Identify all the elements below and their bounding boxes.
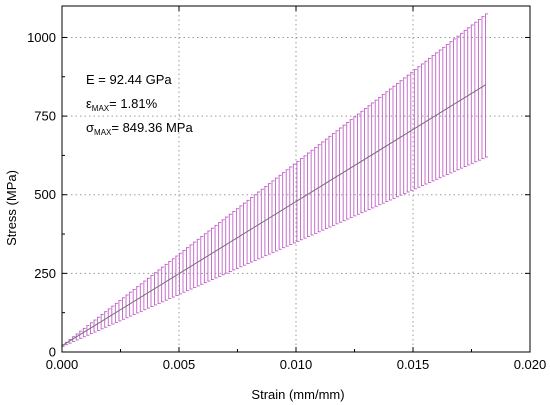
- annotation-stress-sub: MAX: [94, 128, 112, 137]
- annotation-strain-max: εMAX= 1.81%: [86, 96, 158, 113]
- annotation-stress-symbol: σ: [86, 120, 94, 135]
- x-tick-label: 0.000: [46, 357, 79, 372]
- x-axis-title: Strain (mm/mm): [251, 387, 344, 402]
- y-tick-label: 1000: [27, 30, 56, 45]
- annotation-block: E = 92.44 GPa εMAX= 1.81% σMAX= 849.36 M…: [86, 72, 193, 137]
- axis-ticks: [61, 6, 531, 353]
- y-tick-label: 0: [49, 345, 56, 360]
- y-tick-label: 750: [34, 109, 56, 124]
- y-tick-label: 250: [34, 266, 56, 281]
- annotation-modulus: E = 92.44 GPa: [86, 72, 172, 87]
- x-tick-label: 0.020: [514, 357, 547, 372]
- plot-frame: [61, 5, 531, 353]
- x-tick-label: 0.015: [397, 357, 430, 372]
- annotation-strain-value: = 1.81%: [109, 96, 158, 111]
- grid-lines: [62, 6, 530, 352]
- y-tick-label: 500: [34, 187, 56, 202]
- series-layer: [61, 13, 489, 347]
- y-axis-title: Stress (MPa): [4, 170, 19, 246]
- annotation-strain-symbol: ε: [86, 96, 92, 111]
- mean-stress-line: [61, 84, 486, 347]
- annotation-strain-sub: MAX: [92, 104, 110, 113]
- x-tick-label: 0.010: [280, 357, 313, 372]
- annotation-stress-max: σMAX= 849.36 MPa: [86, 120, 193, 137]
- x-tick-label: 0.005: [163, 357, 196, 372]
- annotation-stress-value: = 849.36 MPa: [111, 120, 193, 135]
